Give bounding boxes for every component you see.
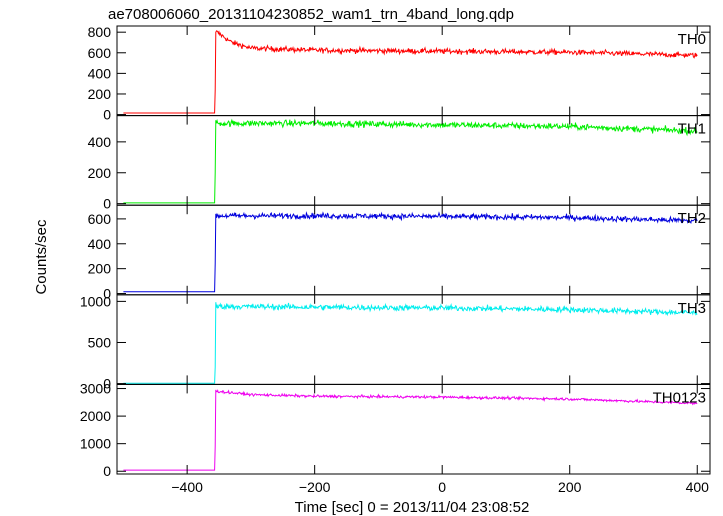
y-tick-label-th2: 200 xyxy=(88,261,112,277)
y-tick-label-th3: 500 xyxy=(88,334,112,350)
panels-group: 0 200 400 600 800 TH0 0 200 400 TH1 0 200 400 600 TH2 0… xyxy=(80,24,711,495)
x-tick-label: 0 xyxy=(438,479,446,495)
series-label-th0123: TH0123 xyxy=(653,389,706,406)
y-tick-label-th0: 200 xyxy=(88,86,112,102)
y-tick-label-th0123: 3000 xyxy=(80,381,111,397)
series-label-th3: TH3 xyxy=(678,300,706,317)
series-line-th2 xyxy=(123,211,698,293)
y-tick-label-th0: 600 xyxy=(88,45,112,61)
panel-frame-th0123 xyxy=(116,383,711,475)
y-tick-label-th0123: 1000 xyxy=(80,436,111,452)
series-label-th2: TH2 xyxy=(678,210,706,227)
y-tick-label-th3: 0 xyxy=(103,376,111,392)
x-tick-label: −200 xyxy=(299,479,331,495)
y-axis-label: Counts/sec xyxy=(33,219,50,295)
series-line-th0123 xyxy=(123,389,698,471)
y-tick-label-th2: 0 xyxy=(103,286,111,302)
series-line-th0 xyxy=(123,30,698,114)
panel-frame-th3 xyxy=(116,294,711,385)
x-tick-label: 200 xyxy=(558,479,582,495)
series-label-th1: TH1 xyxy=(678,121,706,138)
y-tick-label-th1: 200 xyxy=(88,165,112,181)
x-tick-label: 400 xyxy=(686,479,710,495)
x-tick-label: −400 xyxy=(171,479,203,495)
y-tick-label-th0: 800 xyxy=(88,24,112,40)
y-tick-label-th2: 600 xyxy=(88,211,112,227)
x-axis-label: Time [sec] 0 = 2013/11/04 23:08:52 xyxy=(295,499,530,516)
series-line-th3 xyxy=(123,302,698,384)
y-tick-label-th1: 400 xyxy=(88,134,112,150)
y-tick-label-th3: 1000 xyxy=(80,293,111,309)
y-tick-label-th0123: 0 xyxy=(103,463,111,479)
series-line-th1 xyxy=(123,118,698,204)
y-tick-label-th0: 0 xyxy=(103,107,111,123)
y-tick-label-th0123: 2000 xyxy=(80,408,111,424)
y-tick-label-th2: 400 xyxy=(88,236,112,252)
y-tick-label-th1: 0 xyxy=(103,196,111,212)
y-tick-label-th0: 400 xyxy=(88,65,112,81)
chart-title: ae708006060_20131104230852_wam1_trn_4ban… xyxy=(108,6,514,23)
series-label-th0: TH0 xyxy=(678,31,706,48)
panel-frame-th0 xyxy=(116,25,711,117)
